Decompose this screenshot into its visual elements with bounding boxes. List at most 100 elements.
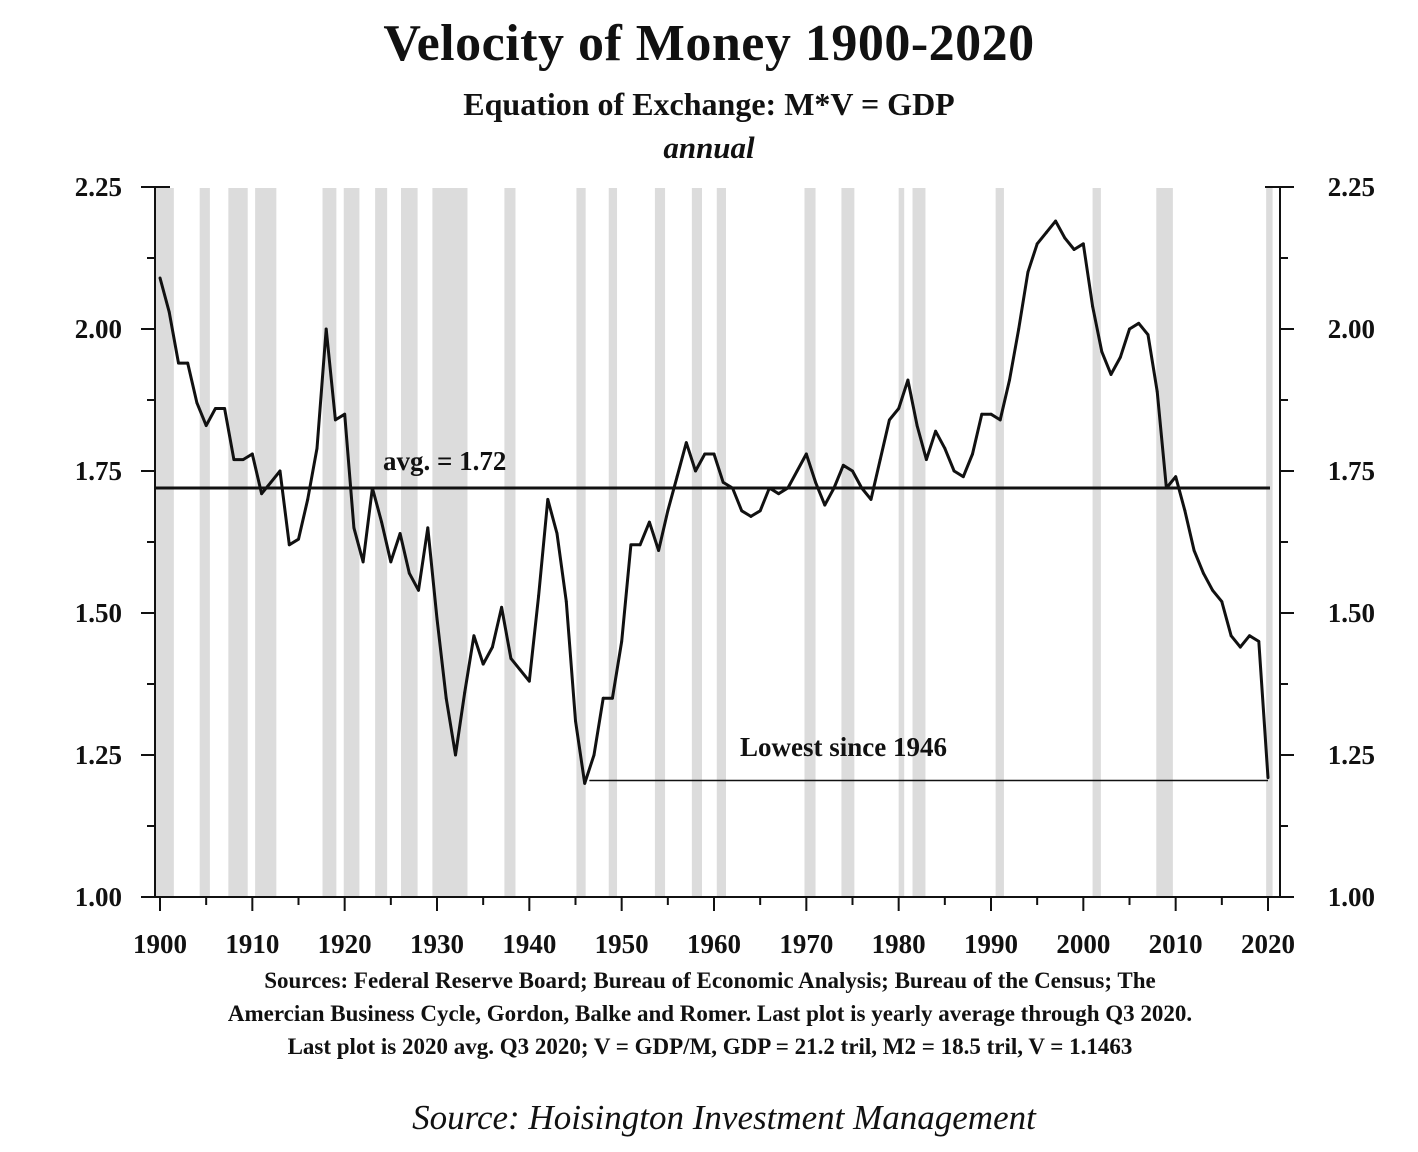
y-tick-label-left: 2.00 (75, 314, 122, 344)
x-tick-label: 2000 (1056, 929, 1110, 959)
velocity-point (675, 475, 679, 479)
velocity-point (1008, 378, 1011, 382)
velocity-point (370, 486, 374, 490)
y-tick-label-right: 1.00 (1328, 882, 1375, 912)
x-tick-label: 1920 (318, 929, 372, 959)
velocity-point (851, 469, 854, 473)
velocity-point (666, 509, 670, 513)
velocity-point (454, 753, 457, 757)
recession-band (841, 188, 855, 897)
velocity-point (158, 276, 162, 280)
lowest-annotation-label: Lowest since 1946 (740, 732, 947, 762)
velocity-point (1201, 571, 1205, 575)
velocity-point (223, 407, 227, 410)
velocity-point (186, 361, 190, 365)
velocity-point (278, 469, 282, 473)
y-tick-label-right: 2.00 (1328, 314, 1375, 344)
velocity-point (1248, 634, 1251, 638)
velocity-point (694, 469, 697, 473)
velocity-point (509, 657, 513, 660)
velocity-point (823, 503, 827, 507)
velocity-point (343, 412, 347, 416)
velocity-point (934, 429, 937, 433)
lowest-annotation: Lowest since 1946 (589, 732, 1268, 782)
y-tick-label-left: 1.50 (75, 598, 122, 628)
velocity-point (518, 668, 522, 672)
velocity-point (684, 441, 688, 444)
y-tick-label-right: 2.25 (1328, 172, 1375, 202)
recession-band (995, 188, 1004, 897)
velocity-point (924, 458, 928, 462)
velocity-point (324, 327, 328, 331)
y-tick-label-left: 1.25 (75, 740, 122, 770)
velocity-point (407, 571, 411, 575)
velocity-point (398, 532, 402, 535)
recession-band (228, 188, 248, 897)
recession-band (322, 188, 337, 897)
velocity-point (1017, 327, 1021, 331)
y-tick-label-right: 1.50 (1328, 598, 1375, 628)
sources-line: Last plot is 2020 avg. Q3 2020; V = GDP/… (287, 1034, 1133, 1059)
velocity-point (177, 361, 180, 365)
recession-band (716, 188, 727, 897)
recession-band (199, 188, 210, 897)
velocity-point (611, 696, 614, 700)
velocity-point (638, 543, 642, 547)
velocity-point (241, 458, 245, 462)
y-tick-label-left: 1.75 (75, 456, 122, 486)
velocity-point (860, 486, 864, 490)
velocity-point (1081, 242, 1085, 246)
velocity-point (583, 782, 587, 785)
average-line: avg. = 1.72 (155, 446, 1270, 490)
velocity-point (878, 458, 882, 462)
velocity-point (777, 492, 781, 496)
recession-band (504, 188, 516, 897)
velocity-point (1257, 640, 1261, 643)
velocity-point (786, 486, 790, 490)
recession-bands (156, 188, 1273, 897)
velocity-point (444, 696, 448, 700)
velocity-point (1091, 304, 1094, 308)
sources-line: Amercian Business Cycle, Gordon, Balke a… (227, 1001, 1193, 1026)
velocity-point (814, 480, 817, 484)
velocity-point (1063, 236, 1067, 240)
velocity-point (297, 537, 300, 541)
velocity-point (537, 594, 540, 598)
velocity-point (1100, 350, 1104, 354)
velocity-point (749, 515, 753, 518)
x-tick-label: 2020 (1241, 929, 1295, 959)
velocity-point (731, 486, 734, 490)
velocity-point (915, 424, 919, 427)
recession-band (804, 188, 816, 897)
recession-band (912, 188, 926, 897)
sources-line: Sources: Federal Reserve Board; Bureau o… (264, 968, 1156, 993)
velocity-point (527, 679, 531, 683)
recession-band (1266, 188, 1273, 897)
recession-band (576, 188, 586, 897)
velocity-point (417, 588, 420, 592)
x-tick-label: 2010 (1149, 929, 1203, 959)
velocity-point (334, 418, 337, 422)
recession-band (432, 188, 468, 897)
velocity-point (1155, 390, 1159, 393)
velocity-point (804, 452, 808, 456)
velocity-point (435, 617, 439, 621)
chart-subtitle: Equation of Exchange: M*V = GDP (463, 86, 955, 122)
velocity-point (869, 498, 873, 501)
velocity-point (352, 526, 356, 530)
recession-band (691, 188, 702, 897)
velocity-point (1266, 776, 1270, 780)
x-tick-label: 1960 (687, 929, 741, 959)
chart-title: Velocity of Money 1900-2020 (383, 15, 1035, 72)
velocity-point (888, 418, 891, 422)
y-tick-label-right: 1.75 (1328, 456, 1375, 486)
velocity-point (380, 520, 383, 524)
velocity-point (564, 600, 568, 604)
y-axis-ticks: 1.00 1.00 1.25 1.25 1.50 1.50 1.75 1.75 2.00 2.00… (75, 172, 1375, 912)
velocity-point (721, 480, 725, 484)
velocity-point (952, 469, 956, 473)
velocity-point (1220, 600, 1224, 604)
velocity-point (315, 446, 319, 450)
velocity-point (167, 310, 171, 314)
